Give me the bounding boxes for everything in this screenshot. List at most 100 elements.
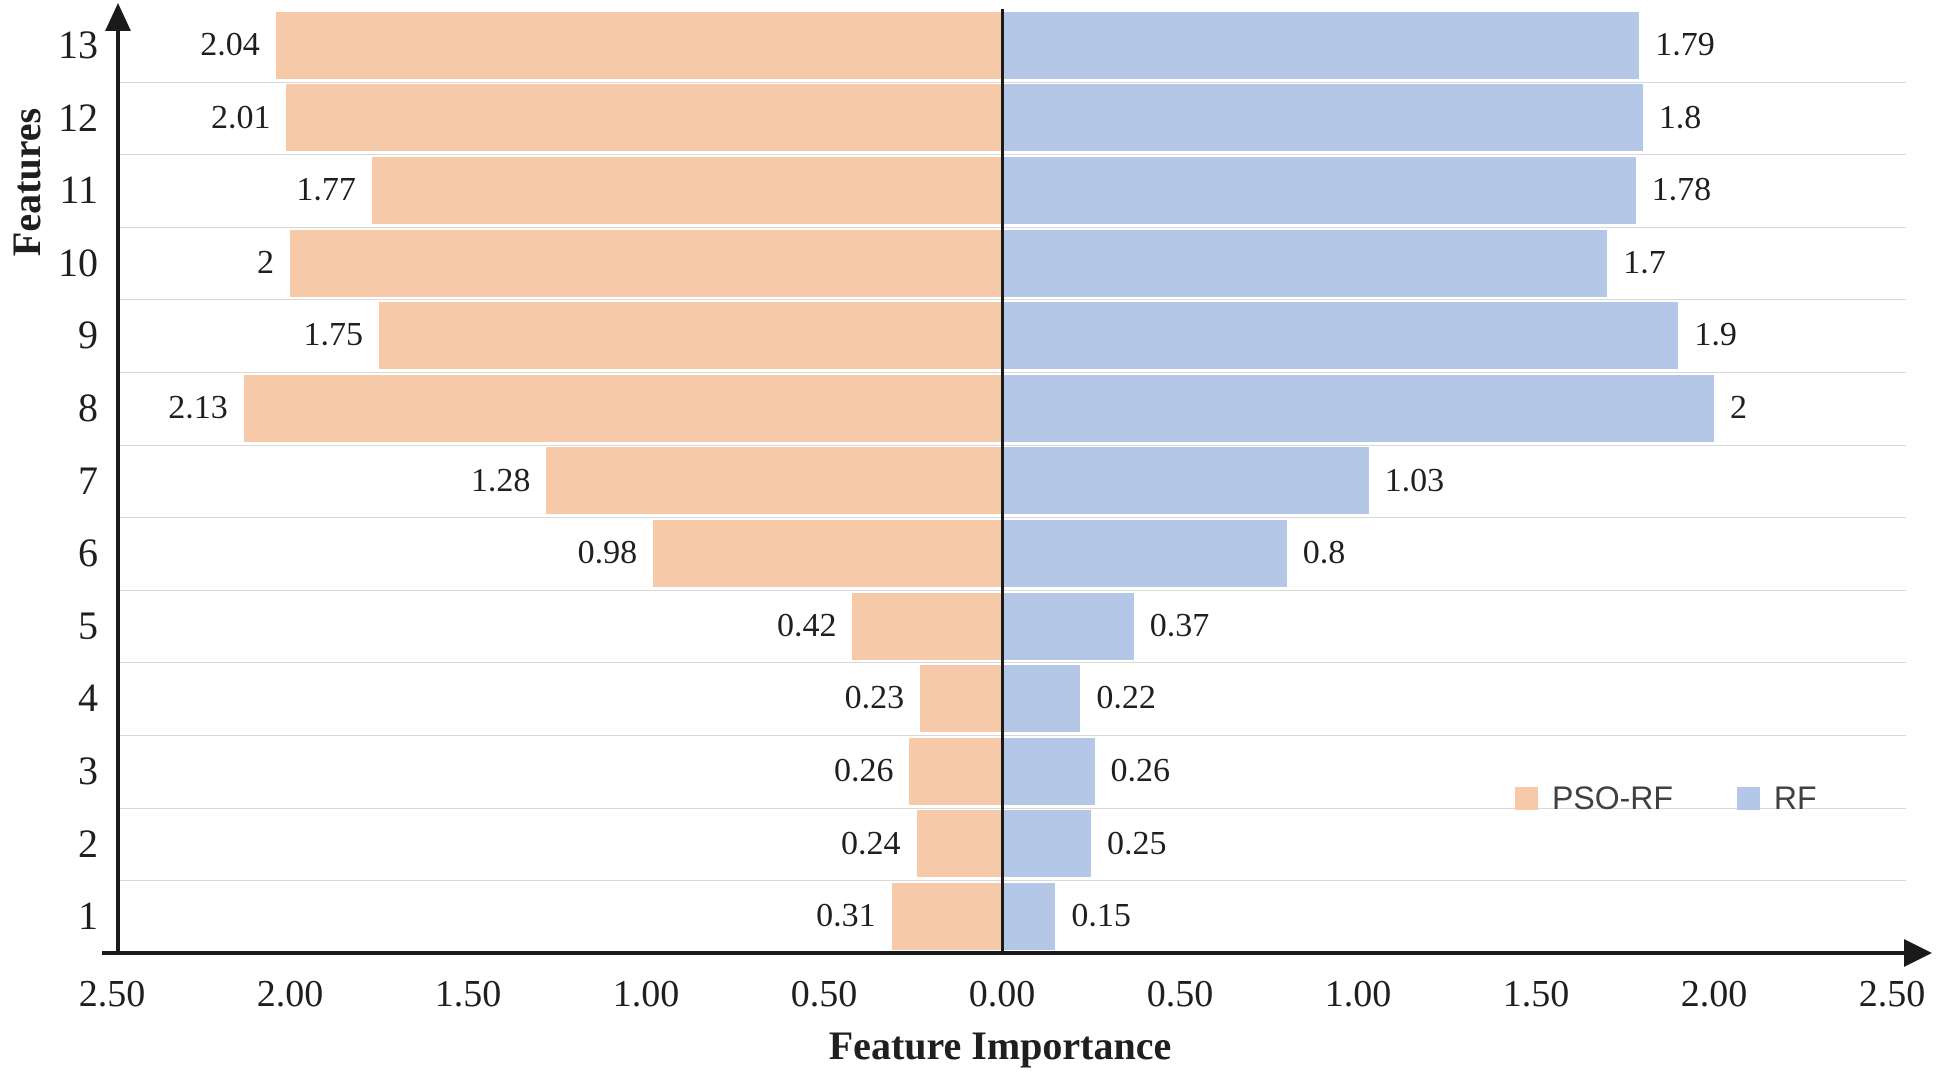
value-label-rf-feature-9: 1.9 bbox=[1694, 316, 1737, 354]
x-tick-label: 2.50 bbox=[78, 973, 146, 1015]
legend-item-rf: RF bbox=[1736, 780, 1817, 817]
x-tick-label: 1.00 bbox=[612, 973, 680, 1015]
value-label-pso-rf-feature-6: 0.98 bbox=[577, 534, 638, 572]
value-label-pso-rf-feature-1: 0.31 bbox=[816, 897, 876, 935]
x-tick-label: 2.00 bbox=[1680, 973, 1748, 1015]
gridline bbox=[120, 735, 1906, 736]
x-tick-label: 0.00 bbox=[968, 973, 1036, 1015]
value-label-rf-feature-4: 0.22 bbox=[1096, 679, 1156, 717]
y-tick-label: 4 bbox=[78, 675, 98, 721]
bar-pso-rf-feature-13 bbox=[275, 11, 1002, 79]
y-tick-label: 8 bbox=[78, 385, 98, 430]
y-tick-label: 9 bbox=[78, 312, 98, 358]
gridline bbox=[120, 517, 1906, 519]
x-axis-title: Feature Importance bbox=[828, 1023, 1172, 1068]
y-tick-label: 10 bbox=[58, 239, 98, 285]
gridline bbox=[120, 880, 1906, 882]
y-tick-label: 6 bbox=[78, 530, 98, 576]
x-tick-label: 1.50 bbox=[1502, 973, 1570, 1015]
bar-pso-rf-feature-9 bbox=[379, 302, 1002, 370]
legend-swatch-icon bbox=[1515, 787, 1538, 810]
legend-item-pso-rf: PSO-RF bbox=[1515, 780, 1673, 817]
bar-rf-feature-2 bbox=[1002, 810, 1091, 878]
zero-baseline bbox=[1001, 9, 1004, 953]
x-axis-arrow-icon bbox=[1904, 939, 1932, 967]
bar-pso-rf-feature-1 bbox=[891, 883, 1002, 950]
y-tick-label: 7 bbox=[78, 457, 98, 503]
legend-label: PSO-RF bbox=[1552, 780, 1673, 816]
bar-pso-rf-feature-7 bbox=[546, 447, 1002, 515]
y-tick-label: 12 bbox=[58, 94, 98, 140]
bar-rf-feature-13 bbox=[1002, 11, 1640, 79]
bar-rf-feature-7 bbox=[1002, 447, 1369, 515]
value-label-rf-feature-13: 1.79 bbox=[1655, 26, 1715, 63]
bar-pso-rf-feature-5 bbox=[852, 592, 1002, 660]
bar-rf-feature-10 bbox=[1002, 229, 1608, 297]
gridline bbox=[120, 226, 1906, 228]
bar-rf-feature-6 bbox=[1002, 520, 1287, 587]
x-tick-label: 1.00 bbox=[1324, 973, 1392, 1015]
bar-pso-rf-feature-12 bbox=[286, 84, 1002, 152]
y-axis-arrow-icon bbox=[105, 3, 131, 31]
bar-pso-rf-feature-11 bbox=[371, 157, 1002, 224]
y-tick-label: 3 bbox=[78, 748, 98, 793]
y-tick-label: 1 bbox=[78, 893, 98, 939]
value-label-pso-rf-feature-13: 2.04 bbox=[200, 26, 260, 63]
value-label-pso-rf-feature-8: 2.13 bbox=[168, 389, 228, 426]
value-label-pso-rf-feature-9: 1.75 bbox=[303, 316, 364, 354]
gridline bbox=[120, 299, 1906, 301]
gridline bbox=[120, 589, 1906, 591]
y-tick-label: 13 bbox=[58, 22, 98, 67]
gridline bbox=[120, 807, 1906, 809]
bar-rf-feature-4 bbox=[1002, 665, 1081, 733]
x-tick-label: 0.50 bbox=[790, 973, 858, 1015]
x-tick-label: 0.50 bbox=[1146, 973, 1214, 1015]
value-label-rf-feature-11: 1.78 bbox=[1651, 171, 1712, 209]
value-label-rf-feature-10: 1.7 bbox=[1623, 243, 1666, 281]
bar-rf-feature-1 bbox=[1002, 883, 1056, 950]
bar-rf-feature-12 bbox=[1002, 84, 1643, 152]
bar-rf-feature-9 bbox=[1002, 302, 1679, 370]
value-label-rf-feature-3: 0.26 bbox=[1110, 752, 1171, 789]
bar-pso-rf-feature-3 bbox=[909, 737, 1002, 805]
x-tick-label: 1.50 bbox=[434, 973, 502, 1015]
value-label-pso-rf-feature-5: 0.42 bbox=[776, 606, 837, 644]
value-label-pso-rf-feature-10: 2 bbox=[257, 243, 274, 281]
value-label-pso-rf-feature-7: 1.28 bbox=[470, 461, 531, 499]
value-label-rf-feature-5: 0.37 bbox=[1149, 606, 1210, 644]
bar-pso-rf-feature-4 bbox=[920, 665, 1002, 733]
bar-pso-rf-feature-8 bbox=[243, 374, 1002, 442]
legend-label: RF bbox=[1773, 780, 1817, 816]
gridline bbox=[120, 154, 1906, 156]
value-label-rf-feature-2: 0.25 bbox=[1107, 824, 1167, 862]
bar-pso-rf-feature-6 bbox=[653, 520, 1002, 587]
bar-rf-feature-3 bbox=[1002, 737, 1095, 805]
x-tick-label: 2.00 bbox=[256, 973, 324, 1015]
value-label-rf-feature-8: 2 bbox=[1730, 389, 1747, 426]
value-label-rf-feature-1: 0.15 bbox=[1071, 897, 1131, 935]
x-axis-line bbox=[102, 951, 1906, 955]
value-label-rf-feature-7: 1.03 bbox=[1384, 461, 1445, 499]
bar-rf-feature-11 bbox=[1002, 157, 1636, 224]
value-label-rf-feature-6: 0.8 bbox=[1302, 534, 1346, 572]
bar-pso-rf-feature-2 bbox=[916, 810, 1002, 878]
value-label-pso-rf-feature-12: 2.01 bbox=[210, 98, 271, 136]
bar-rf-feature-5 bbox=[1002, 592, 1134, 660]
y-tick-label: 11 bbox=[59, 167, 98, 213]
x-tick-label: 2.50 bbox=[1858, 973, 1926, 1015]
y-tick-label: 5 bbox=[78, 602, 98, 648]
bar-pso-rf-feature-10 bbox=[290, 229, 1002, 297]
legend: PSO-RF RF bbox=[1515, 780, 1817, 817]
legend-swatch-icon bbox=[1736, 787, 1760, 810]
bar-rf-feature-8 bbox=[1002, 374, 1714, 442]
value-label-rf-feature-12: 1.8 bbox=[1658, 98, 1702, 136]
value-label-pso-rf-feature-11: 1.77 bbox=[296, 171, 356, 209]
gridline bbox=[120, 81, 1906, 83]
value-label-pso-rf-feature-4: 0.23 bbox=[844, 679, 905, 717]
gridline bbox=[120, 662, 1906, 664]
y-axis-line bbox=[116, 24, 120, 953]
y-tick-label: 2 bbox=[78, 820, 98, 866]
y-axis-title: Features bbox=[4, 107, 49, 257]
gridline bbox=[120, 372, 1906, 373]
